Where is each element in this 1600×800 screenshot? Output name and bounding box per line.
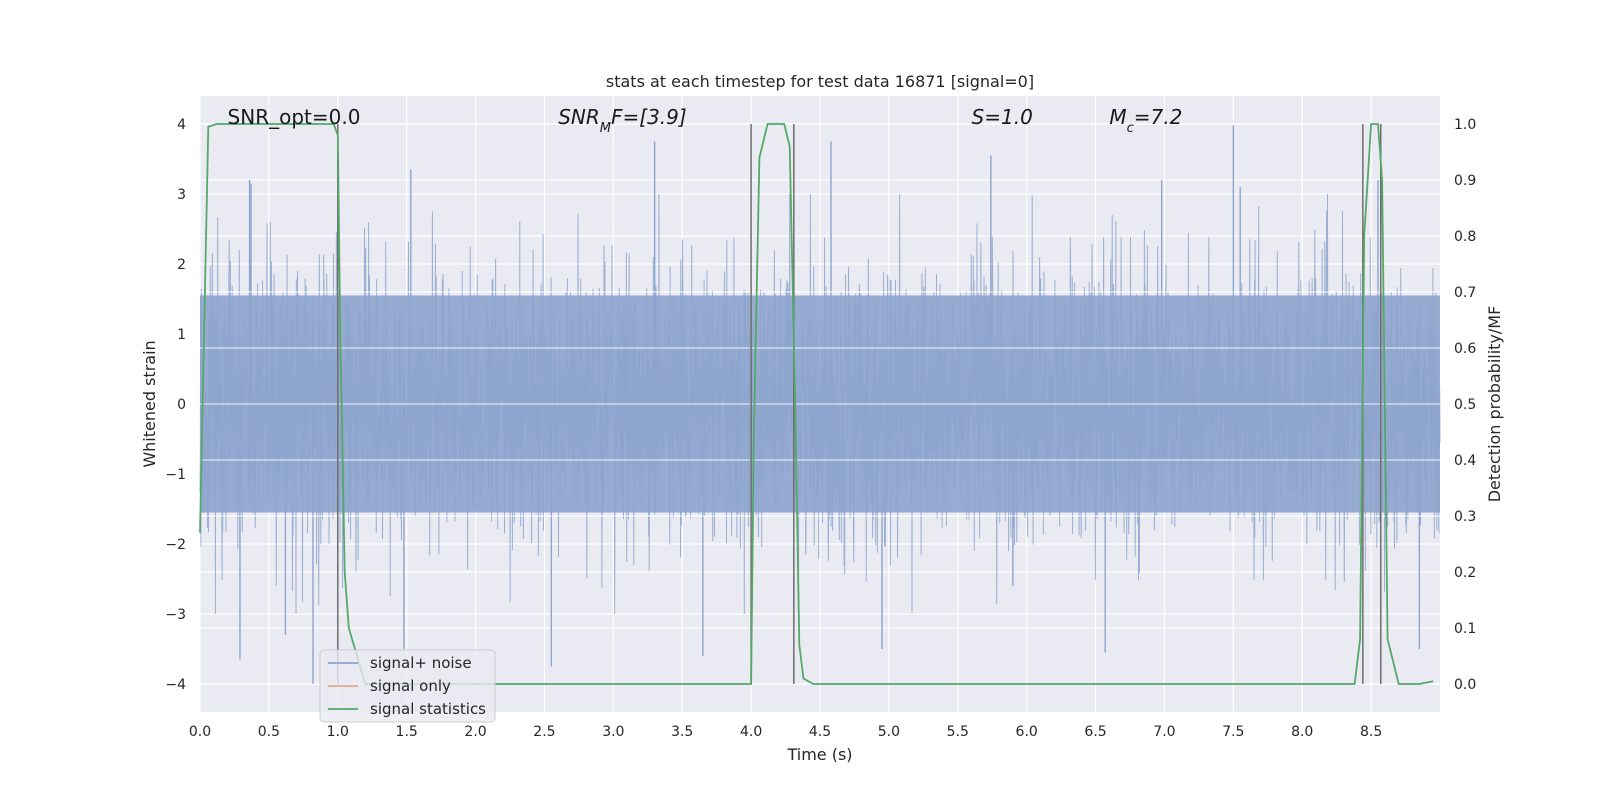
y-tick-label: −1 [165, 467, 186, 483]
y-tick-labels: 4 3 2 1 0 −1 −2 −3 −4 [165, 117, 186, 693]
x-tick-label: 2.5 [533, 724, 555, 740]
x-tick-label: 0.5 [258, 724, 280, 740]
x-tick-label: 4.0 [740, 724, 762, 740]
y-tick-label: 2 [177, 257, 186, 273]
chart-title: stats at each timestep for test data 168… [606, 72, 1034, 91]
y2-tick-label: 0.5 [1454, 397, 1476, 413]
y2-tick-label: 1.0 [1454, 117, 1476, 133]
y2-tick-label: 0.9 [1454, 173, 1476, 189]
y-tick-label: −4 [165, 677, 186, 693]
y-axis-label: Whitened strain [140, 340, 159, 467]
signal-noise-series [199, 125, 1441, 684]
x-tick-label: 6.5 [1084, 724, 1106, 740]
legend-box [319, 649, 496, 723]
annotation-label: S=1.0 [972, 105, 1033, 129]
legend-label-signal-statistics: signal statistics [370, 700, 486, 718]
x-tick-label: 1.0 [327, 724, 349, 740]
y2-tick-label: 0.1 [1454, 621, 1476, 637]
x-tick-label: 8.5 [1360, 724, 1382, 740]
x-tick-label: 8.0 [1291, 724, 1313, 740]
y2-tick-label: 0.8 [1454, 229, 1476, 245]
x-tick-label: 5.0 [878, 724, 900, 740]
signal-statistics-series [199, 123, 1434, 685]
x-tick-label: 1.5 [396, 724, 418, 740]
y2-tick-label: 0.6 [1454, 341, 1476, 357]
y-tick-label: −3 [165, 607, 186, 623]
x-tick-label: 2.0 [464, 724, 486, 740]
y-tick-label: 0 [177, 397, 186, 413]
legend-label-signal-only: signal only [370, 677, 451, 695]
x-tick-label: 7.5 [1222, 724, 1244, 740]
y2-axis-label: Detection probability/MF [1485, 306, 1504, 503]
x-tick-label: 5.5 [947, 724, 969, 740]
x-tick-label: 4.5 [809, 724, 831, 740]
y2-tick-label: 0.4 [1454, 453, 1476, 469]
y-tick-label: 1 [177, 327, 186, 343]
y2-tick-label: 0.7 [1454, 285, 1476, 301]
x-tick-label: 3.0 [602, 724, 624, 740]
x-tick-label: 0.0 [189, 724, 211, 740]
legend-label-signal-noise: signal+ noise [370, 654, 472, 672]
signal-statistics-line [199, 123, 1434, 685]
x-tick-labels: 0.0 0.5 1.0 1.5 2.0 2.5 3.0 3.5 4.0 4.5 5.0 5.5 6.0 6… [189, 724, 1382, 740]
x-tick-label: 3.5 [671, 724, 693, 740]
y-tick-label: 4 [177, 117, 186, 133]
annotation-label: SNR_opt=0.0 [228, 105, 361, 129]
y2-tick-label: 0.3 [1454, 509, 1476, 525]
x-tick-label: 6.0 [1016, 724, 1038, 740]
legend: signal+ noise signal only signal statist… [319, 649, 496, 723]
y-tick-label: 3 [177, 187, 186, 203]
x-tick-label: 7.0 [1153, 724, 1175, 740]
y2-tick-labels: 1.0 0.9 0.8 0.7 0.6 0.5 0.4 0.3 0.2 0.1 0.0 [1454, 117, 1476, 693]
y2-tick-label: 0.2 [1454, 565, 1476, 581]
vertical-marker-lines [337, 124, 1382, 684]
x-axis-label: Time (s) [786, 745, 852, 764]
y-tick-label: −2 [165, 537, 186, 553]
y2-tick-label: 0.0 [1454, 677, 1476, 693]
